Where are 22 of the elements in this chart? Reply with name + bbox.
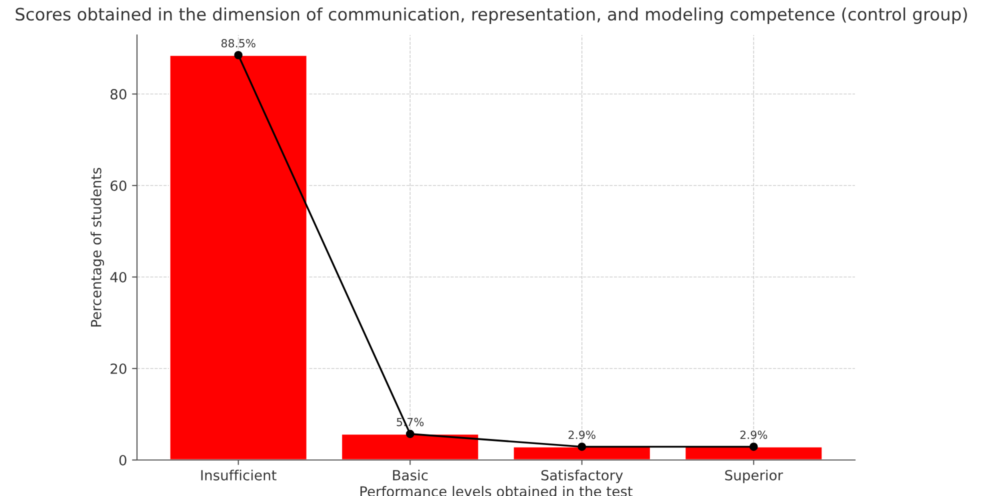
- data-label: 2.9%: [740, 430, 768, 440]
- x-tick-label: Satisfactory: [541, 470, 623, 484]
- chart-title: Scores obtained in the dimension of communication, representation, and modeling competence (control group): [16, 7, 967, 24]
- y-tick-label: 80: [110, 88, 126, 100]
- point: [749, 442, 758, 451]
- data-label: 2.9%: [568, 430, 596, 440]
- bar: [340, 433, 480, 460]
- bar: [512, 446, 652, 460]
- y-tick-label: 0: [119, 454, 126, 466]
- x-tick-label: Superior: [725, 470, 784, 484]
- y-axis-title: Percentage of students: [90, 168, 104, 326]
- point: [406, 430, 414, 438]
- bar: [168, 54, 308, 460]
- y-tick-label: 40: [110, 272, 126, 282]
- y-tick-label: 20: [110, 363, 126, 374]
- x-tick-label: Basic: [393, 470, 428, 480]
- data-label: 88.5%: [221, 39, 256, 48]
- point: [234, 50, 243, 60]
- point: [578, 442, 586, 451]
- x-tick-label: Insufficient: [201, 470, 276, 480]
- bar: [684, 446, 824, 460]
- y-tick-label: 60: [110, 180, 126, 191]
